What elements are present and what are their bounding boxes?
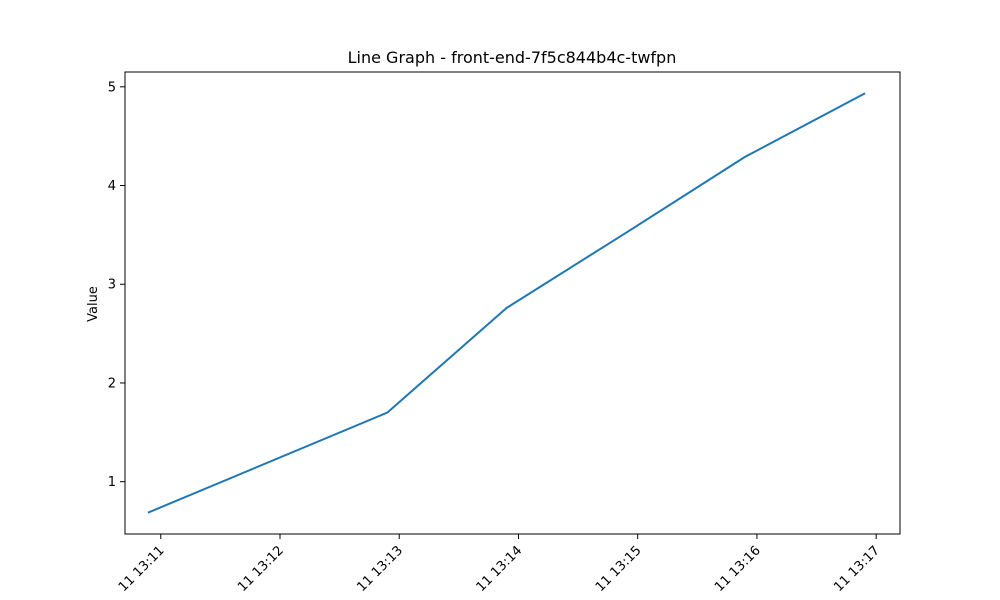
x-tick-label: 11 13:13: [354, 543, 406, 595]
series-layer: [147, 92, 866, 514]
x-tick-label: 11 13:15: [593, 543, 645, 595]
series-line: [147, 92, 866, 514]
y-axis-ticks: 1 2 3 4 5: [108, 80, 125, 490]
x-tick-label: 11 13:17: [831, 543, 883, 595]
y-axis-label: Value: [86, 286, 101, 322]
y-tick-label: 1: [108, 475, 116, 490]
plot-frame: [124, 71, 901, 535]
chart-title: Line Graph - front-end-7f5c844b4c-twfpn: [348, 48, 677, 67]
x-tick-label: 11 13:12: [235, 543, 287, 595]
y-tick-label: 4: [108, 179, 116, 194]
y-tick-label: 3: [108, 278, 116, 293]
x-tick-label: 11 13:14: [474, 543, 526, 595]
x-tick-label: 11 13:16: [712, 543, 764, 595]
x-axis-ticks: 11 13:11 11 13:12 11 13:13 11 13:14 11 13:15…: [116, 534, 883, 595]
y-tick-label: 5: [108, 80, 116, 95]
x-tick-label: 11 13:11: [116, 543, 168, 595]
y-tick-label: 2: [108, 376, 116, 391]
